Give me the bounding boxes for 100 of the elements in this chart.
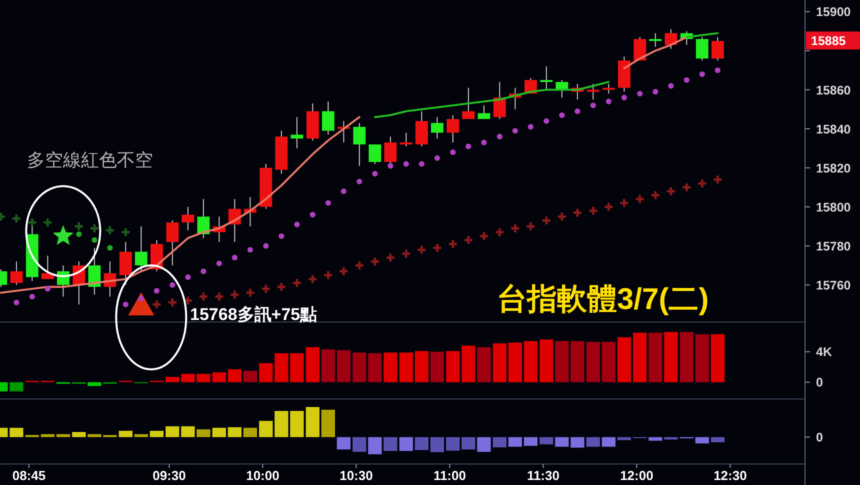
bar <box>540 437 554 444</box>
point <box>650 190 661 200</box>
point <box>525 221 536 232</box>
bar <box>602 437 616 447</box>
bar <box>243 428 258 438</box>
x-tick-label: 11:00 <box>433 468 466 483</box>
bar <box>570 437 584 448</box>
bar <box>399 352 413 382</box>
bar <box>321 410 335 438</box>
point <box>618 198 630 208</box>
bar <box>399 437 413 451</box>
point <box>510 223 520 234</box>
point <box>634 194 646 204</box>
bar <box>259 363 273 382</box>
bar <box>695 437 709 444</box>
point <box>432 242 442 254</box>
bar <box>462 437 476 450</box>
point <box>322 270 334 280</box>
bar <box>508 342 522 382</box>
bar <box>430 352 444 382</box>
point <box>496 134 502 140</box>
point <box>340 188 346 194</box>
point <box>370 256 380 267</box>
y-tick-label: 15820 <box>816 161 851 176</box>
point <box>466 144 472 150</box>
point <box>388 163 394 169</box>
point <box>696 178 708 189</box>
point <box>89 223 100 234</box>
point <box>385 252 396 263</box>
bar <box>446 437 460 451</box>
bar <box>446 350 460 382</box>
bar <box>384 352 398 382</box>
point <box>170 282 176 288</box>
text: 15885 <box>811 34 846 48</box>
x-tick-label: 09:30 <box>152 468 186 483</box>
y-tick-label: 15780 <box>816 239 851 254</box>
bar <box>492 437 506 448</box>
point <box>559 112 565 118</box>
point <box>244 288 256 298</box>
bar <box>212 372 226 382</box>
point <box>260 284 272 294</box>
point <box>403 161 409 167</box>
bar <box>212 428 226 438</box>
bar <box>368 437 382 454</box>
bar <box>181 426 195 438</box>
bar <box>321 349 335 382</box>
point <box>42 217 53 228</box>
bar <box>524 437 538 446</box>
bar <box>118 430 132 438</box>
y-tick-label: 0 <box>816 376 823 390</box>
bar <box>306 347 320 382</box>
bar <box>664 332 678 382</box>
point <box>556 211 568 222</box>
point <box>107 245 113 251</box>
point <box>354 260 365 271</box>
x-tick-label: 12:00 <box>620 468 654 483</box>
x-tick-label: 10:00 <box>246 468 280 483</box>
point <box>400 248 412 259</box>
point <box>76 231 82 237</box>
point <box>372 170 378 176</box>
point <box>481 140 487 146</box>
point <box>276 282 287 292</box>
point <box>263 243 269 249</box>
point <box>699 71 705 77</box>
point <box>11 213 22 224</box>
point <box>418 161 424 167</box>
point <box>666 186 676 196</box>
point <box>167 297 178 308</box>
x-tick-label: 12:30 <box>714 468 747 483</box>
bar <box>166 376 180 382</box>
point <box>120 227 131 238</box>
point <box>712 174 723 185</box>
point <box>14 300 20 306</box>
bar <box>10 382 24 392</box>
y-tick-label: 15840 <box>816 122 851 136</box>
point <box>652 88 658 95</box>
bar <box>695 334 709 382</box>
bar <box>710 437 725 442</box>
bar <box>617 437 632 440</box>
x-tick-label: 08:45 <box>12 468 46 483</box>
bar <box>555 341 569 382</box>
bar <box>524 341 538 382</box>
point <box>247 246 253 253</box>
bar <box>56 434 70 438</box>
point <box>637 90 643 96</box>
bar <box>40 434 55 438</box>
point <box>26 217 38 228</box>
bar <box>508 437 522 447</box>
bar <box>196 429 210 438</box>
point <box>325 200 331 206</box>
bar <box>134 434 148 438</box>
y-tick-label: 15900 <box>816 5 851 20</box>
bar <box>586 342 600 382</box>
bar <box>602 342 616 382</box>
y-tick-label: 15860 <box>816 83 851 98</box>
point <box>588 206 598 216</box>
y-tick-label: 15800 <box>816 200 851 214</box>
point <box>229 289 240 300</box>
point <box>450 149 456 156</box>
point <box>232 254 238 260</box>
